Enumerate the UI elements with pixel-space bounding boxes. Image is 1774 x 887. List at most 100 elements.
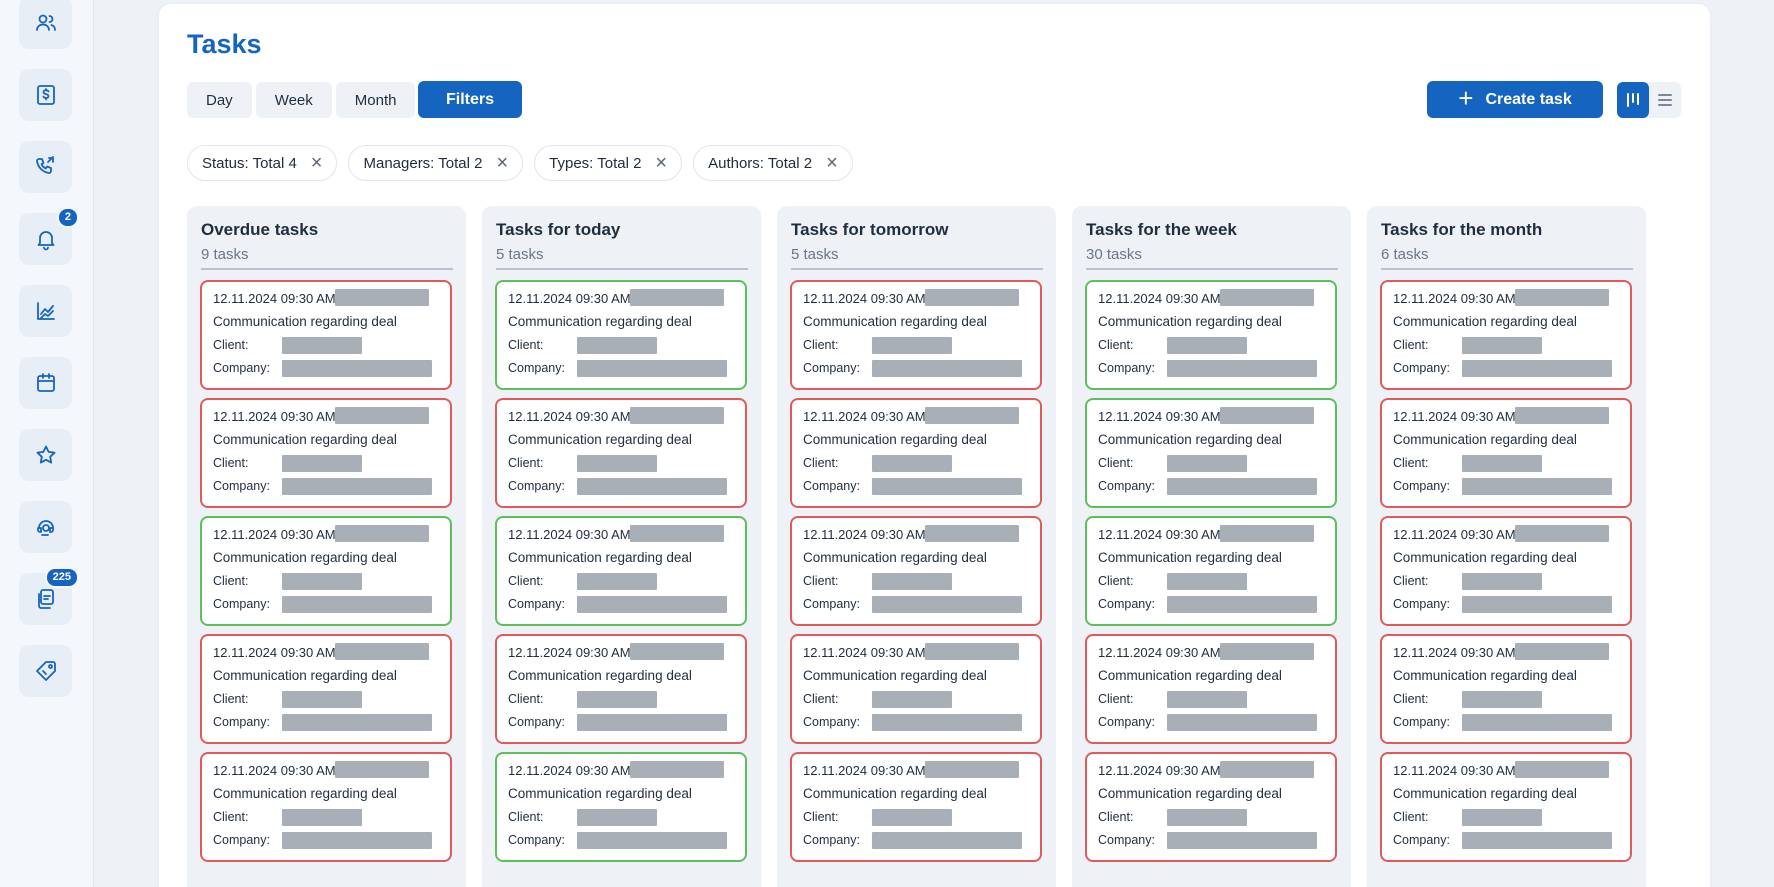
redacted-field (1220, 407, 1314, 424)
task-card[interactable]: 12.11.2024 09:30 AM Communication regardi… (200, 752, 452, 862)
task-subject: Communication regarding deal (213, 314, 397, 329)
task-card[interactable]: 12.11.2024 09:30 AM Communication regardi… (1085, 280, 1337, 390)
sidebar-item-finance[interactable] (19, 69, 72, 121)
redacted-client (577, 337, 657, 354)
filter-chip-types[interactable]: Types: Total 2 × (534, 145, 683, 181)
redacted-field (630, 761, 724, 778)
redacted-client (282, 337, 362, 354)
column-task-count: 5 tasks (496, 246, 544, 263)
sidebar-item-support[interactable] (19, 501, 72, 553)
task-datetime: 12.11.2024 09:30 AM (508, 409, 631, 424)
client-label: Client: (213, 574, 249, 588)
redacted-client (577, 809, 657, 826)
close-icon[interactable]: × (826, 152, 838, 174)
filter-chip-status[interactable]: Status: Total 4 × (187, 145, 338, 181)
redacted-client (282, 573, 362, 590)
task-card[interactable]: 12.11.2024 09:30 AM Communication regardi… (1380, 752, 1632, 862)
sidebar-item-analytics[interactable] (19, 285, 72, 337)
kanban-view-button[interactable] (1617, 82, 1649, 118)
task-subject: Communication regarding deal (1098, 668, 1282, 683)
task-column: Tasks for the month 6 tasks 12.11.2024 09:… (1367, 206, 1646, 887)
close-icon[interactable]: × (310, 152, 323, 174)
client-label: Client: (508, 338, 544, 352)
task-card[interactable]: 12.11.2024 09:30 AM Communication regardi… (790, 752, 1042, 862)
redacted-client (1167, 809, 1247, 826)
period-week-button[interactable]: Week (255, 82, 332, 118)
client-label: Client: (1098, 338, 1134, 352)
task-subject: Communication regarding deal (508, 550, 692, 565)
client-label: Client: (1393, 338, 1429, 352)
sidebar-item-calls[interactable] (19, 141, 72, 193)
task-subject: Communication regarding deal (508, 314, 692, 329)
task-datetime: 12.11.2024 09:30 AM (213, 291, 336, 306)
period-day-button[interactable]: Day (187, 82, 252, 118)
filters-button[interactable]: Filters (418, 81, 522, 118)
sidebar-item-calendar[interactable] (19, 357, 72, 409)
redacted-company (577, 832, 727, 849)
redacted-company (282, 596, 432, 613)
task-datetime: 12.11.2024 09:30 AM (803, 409, 926, 424)
company-label: Company: (1393, 479, 1450, 493)
period-selector: Day Week Month (187, 82, 416, 118)
sidebar-item-notifications[interactable]: 2 (19, 207, 79, 265)
task-card[interactable]: 12.11.2024 09:30 AM Communication regardi… (1380, 634, 1632, 744)
task-subject: Communication regarding deal (1393, 668, 1577, 683)
task-card[interactable]: 12.11.2024 09:30 AM Communication regardi… (200, 634, 452, 744)
sidebar-item-documents[interactable]: 225 (19, 567, 79, 625)
redacted-company (1462, 714, 1612, 731)
redacted-client (282, 691, 362, 708)
list-view-button[interactable] (1649, 82, 1681, 118)
task-card[interactable]: 12.11.2024 09:30 AM Communication regardi… (495, 516, 747, 626)
client-label: Client: (1393, 456, 1429, 470)
task-subject: Communication regarding deal (213, 786, 397, 801)
client-label: Client: (1098, 574, 1134, 588)
task-datetime: 12.11.2024 09:30 AM (1393, 645, 1516, 660)
client-label: Client: (803, 574, 839, 588)
create-task-button[interactable]: + Create task (1427, 81, 1603, 118)
task-card[interactable]: 12.11.2024 09:30 AM Communication regardi… (1380, 516, 1632, 626)
task-card[interactable]: 12.11.2024 09:30 AM Communication regardi… (790, 280, 1042, 390)
sidebar-item-favorites[interactable] (19, 429, 72, 481)
task-card[interactable]: 12.11.2024 09:30 AM Communication regardi… (790, 398, 1042, 508)
client-label: Client: (508, 574, 544, 588)
task-card[interactable]: 12.11.2024 09:30 AM Communication regardi… (1085, 752, 1337, 862)
filter-chip-authors[interactable]: Authors: Total 2 × (693, 145, 853, 181)
tag-icon (35, 661, 56, 681)
column-title: Tasks for tomorrow (791, 220, 949, 239)
phone-call-icon (35, 156, 54, 174)
task-card[interactable]: 12.11.2024 09:30 AM Communication regardi… (1085, 634, 1337, 744)
client-label: Client: (213, 810, 249, 824)
task-datetime: 12.11.2024 09:30 AM (508, 291, 631, 306)
sidebar-item-tags[interactable] (19, 645, 72, 697)
task-card[interactable]: 12.11.2024 09:30 AM Communication regardi… (495, 398, 747, 508)
redacted-client (872, 573, 952, 590)
task-card[interactable]: 12.11.2024 09:30 AM Communication regardi… (790, 516, 1042, 626)
task-card[interactable]: 12.11.2024 09:30 AM Communication regardi… (495, 280, 747, 390)
task-card[interactable]: 12.11.2024 09:30 AM Communication regardi… (1085, 398, 1337, 508)
filter-chip-managers[interactable]: Managers: Total 2 × (348, 145, 524, 181)
task-card[interactable]: 12.11.2024 09:30 AM Communication regardi… (200, 516, 452, 626)
task-card[interactable]: 12.11.2024 09:30 AM Communication regardi… (1380, 398, 1632, 508)
redacted-field (630, 407, 724, 424)
active-filters: Status: Total 4 × Managers: Total 2 × Ty… (187, 145, 853, 181)
redacted-field (1515, 643, 1609, 660)
close-icon[interactable]: × (655, 152, 668, 174)
period-month-button[interactable]: Month (335, 82, 416, 118)
task-card[interactable]: 12.11.2024 09:30 AM Communication regardi… (790, 634, 1042, 744)
filter-chip-label: Status: Total 4 (202, 154, 297, 172)
task-card[interactable]: 12.11.2024 09:30 AM Communication regardi… (200, 398, 452, 508)
company-label: Company: (803, 597, 860, 611)
task-subject: Communication regarding deal (508, 668, 692, 683)
task-datetime: 12.11.2024 09:30 AM (1393, 291, 1516, 306)
company-label: Company: (1098, 715, 1155, 729)
sidebar-item-contacts[interactable] (19, 0, 72, 49)
task-card[interactable]: 12.11.2024 09:30 AM Communication regardi… (1085, 516, 1337, 626)
close-icon[interactable]: × (496, 152, 509, 174)
redacted-field (1220, 761, 1314, 778)
task-card[interactable]: 12.11.2024 09:30 AM Communication regardi… (1380, 280, 1632, 390)
task-card[interactable]: 12.11.2024 09:30 AM Communication regardi… (495, 634, 747, 744)
task-card[interactable]: 12.11.2024 09:30 AM Communication regardi… (200, 280, 452, 390)
redacted-field (1515, 407, 1609, 424)
redacted-client (1462, 691, 1542, 708)
task-card[interactable]: 12.11.2024 09:30 AM Communication regardi… (495, 752, 747, 862)
